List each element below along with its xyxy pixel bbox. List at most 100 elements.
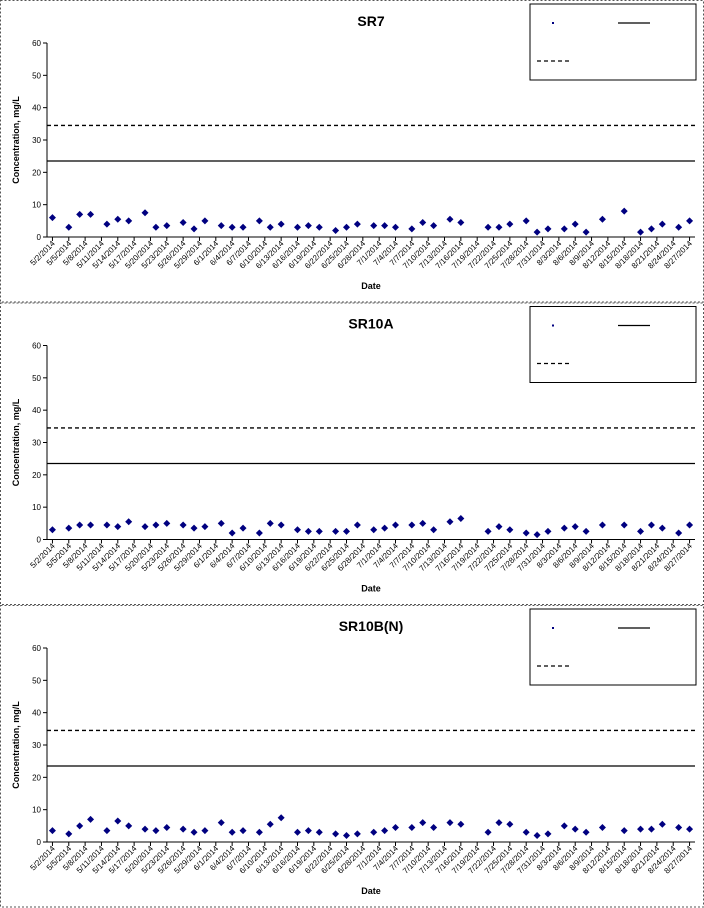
data-point <box>87 521 95 529</box>
data-point <box>152 521 160 529</box>
y-tick-label: 10 <box>32 201 41 210</box>
data-point <box>163 823 171 831</box>
data-point <box>457 820 465 828</box>
data-point <box>277 220 285 228</box>
data-point <box>342 223 350 231</box>
data-point <box>560 225 568 233</box>
data-point <box>544 225 552 233</box>
data-point <box>620 521 628 529</box>
data-point <box>125 518 133 526</box>
data-point <box>255 529 263 537</box>
data-point <box>228 223 236 231</box>
y-tick-label: 0 <box>37 838 42 847</box>
data-point <box>620 827 628 835</box>
data-point <box>484 223 492 231</box>
data-point <box>675 223 683 231</box>
y-tick-label: 50 <box>32 374 41 383</box>
data-point <box>408 823 416 831</box>
data-point <box>239 524 247 532</box>
data-point <box>430 526 438 534</box>
data-point <box>141 523 149 531</box>
data-point <box>647 825 655 833</box>
data-point <box>87 815 95 823</box>
chart-title: SR7 <box>357 13 384 29</box>
data-point <box>658 820 666 828</box>
data-point <box>381 222 389 230</box>
y-tick-label: 40 <box>32 104 41 113</box>
data-point <box>304 827 312 835</box>
data-point <box>506 526 514 534</box>
data-point <box>620 207 628 215</box>
data-point <box>446 819 454 827</box>
data-point <box>533 531 541 539</box>
data-point <box>87 210 95 218</box>
data-point <box>163 519 171 527</box>
data-point <box>647 521 655 529</box>
data-point <box>571 825 579 833</box>
y-tick-label: 50 <box>32 71 41 80</box>
y-tick-label: 40 <box>32 406 41 415</box>
data-point <box>190 225 198 233</box>
data-point <box>103 521 111 529</box>
data-point <box>332 830 340 838</box>
y-tick-label: 10 <box>32 503 41 512</box>
data-point <box>544 830 552 838</box>
data-point <box>266 820 274 828</box>
data-point <box>65 223 73 231</box>
data-point <box>201 523 209 531</box>
chart-title: SR10B(N) <box>339 618 404 634</box>
data-point <box>582 527 590 535</box>
y-tick-label: 50 <box>32 676 41 685</box>
legend <box>529 608 697 686</box>
data-point <box>571 523 579 531</box>
data-point <box>408 521 416 529</box>
x-axis-label: Date <box>361 584 381 594</box>
data-point <box>65 830 73 838</box>
data-point <box>419 218 427 226</box>
data-point <box>582 228 590 236</box>
y-tick-label: 30 <box>32 741 41 750</box>
data-point <box>392 823 400 831</box>
data-point <box>141 825 149 833</box>
data-point <box>277 814 285 822</box>
y-tick-label: 30 <box>32 439 41 448</box>
data-point <box>315 223 323 231</box>
data-point <box>495 819 503 827</box>
chart-title: SR10A <box>348 316 393 332</box>
legend-marker <box>552 324 554 327</box>
data-point <box>179 521 187 529</box>
data-point <box>446 518 454 526</box>
y-tick-label: 20 <box>32 168 41 177</box>
data-point <box>76 521 84 529</box>
data-point <box>277 521 285 529</box>
data-point <box>114 523 122 531</box>
data-point <box>647 225 655 233</box>
data-point <box>353 521 361 529</box>
legend-box <box>529 306 697 383</box>
data-point <box>495 223 503 231</box>
data-point <box>637 527 645 535</box>
legend-marker <box>552 22 554 24</box>
data-point <box>598 823 606 831</box>
data-point <box>353 830 361 838</box>
data-point <box>522 529 530 537</box>
data-point <box>141 209 149 217</box>
data-point <box>495 523 503 531</box>
y-tick-label: 60 <box>32 644 41 653</box>
data-point <box>114 817 122 825</box>
data-point <box>201 217 209 225</box>
data-point <box>544 527 552 535</box>
data-point <box>179 825 187 833</box>
data-point <box>658 220 666 228</box>
data-point <box>293 828 301 836</box>
data-point <box>152 827 160 835</box>
data-point <box>392 223 400 231</box>
chart-panel: SR10A Concentration, mg/L Date 0 10 20 30 40 50 6… <box>0 302 704 605</box>
data-point <box>125 217 133 225</box>
y-tick-label: 20 <box>32 471 41 480</box>
data-point <box>484 527 492 535</box>
data-point <box>163 222 171 230</box>
data-point <box>686 217 694 225</box>
data-point <box>239 827 247 835</box>
data-point <box>217 519 225 527</box>
